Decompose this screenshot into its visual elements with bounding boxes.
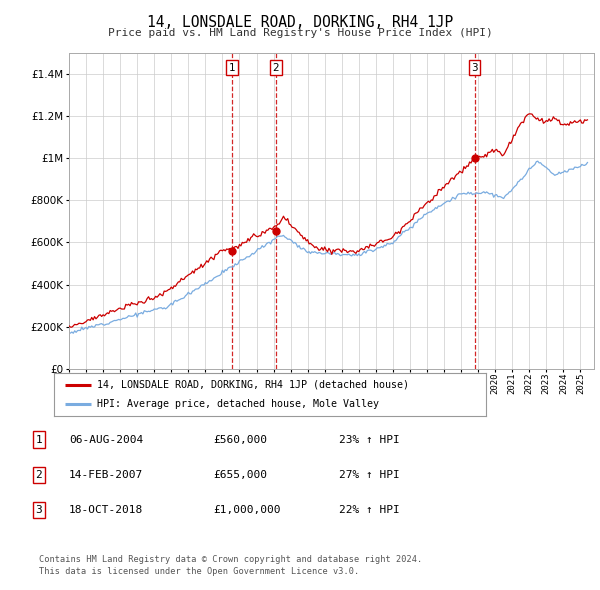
- Text: 27% ↑ HPI: 27% ↑ HPI: [339, 470, 400, 480]
- Text: HPI: Average price, detached house, Mole Valley: HPI: Average price, detached house, Mole…: [97, 399, 379, 409]
- Text: 3: 3: [35, 506, 43, 515]
- Text: £655,000: £655,000: [213, 470, 267, 480]
- Text: 2: 2: [35, 470, 43, 480]
- Text: 3: 3: [471, 63, 478, 73]
- Text: Contains HM Land Registry data © Crown copyright and database right 2024.: Contains HM Land Registry data © Crown c…: [39, 555, 422, 564]
- Text: 06-AUG-2004: 06-AUG-2004: [69, 435, 143, 444]
- Text: 14, LONSDALE ROAD, DORKING, RH4 1JP (detached house): 14, LONSDALE ROAD, DORKING, RH4 1JP (det…: [97, 380, 409, 390]
- Text: £1,000,000: £1,000,000: [213, 506, 281, 515]
- Text: 18-OCT-2018: 18-OCT-2018: [69, 506, 143, 515]
- Text: This data is licensed under the Open Government Licence v3.0.: This data is licensed under the Open Gov…: [39, 566, 359, 576]
- Text: 14-FEB-2007: 14-FEB-2007: [69, 470, 143, 480]
- Text: 22% ↑ HPI: 22% ↑ HPI: [339, 506, 400, 515]
- Text: Price paid vs. HM Land Registry's House Price Index (HPI): Price paid vs. HM Land Registry's House …: [107, 28, 493, 38]
- Text: 1: 1: [229, 63, 236, 73]
- Text: 1: 1: [35, 435, 43, 444]
- Text: £560,000: £560,000: [213, 435, 267, 444]
- Text: 14, LONSDALE ROAD, DORKING, RH4 1JP: 14, LONSDALE ROAD, DORKING, RH4 1JP: [147, 15, 453, 30]
- Text: 23% ↑ HPI: 23% ↑ HPI: [339, 435, 400, 444]
- Text: 2: 2: [272, 63, 279, 73]
